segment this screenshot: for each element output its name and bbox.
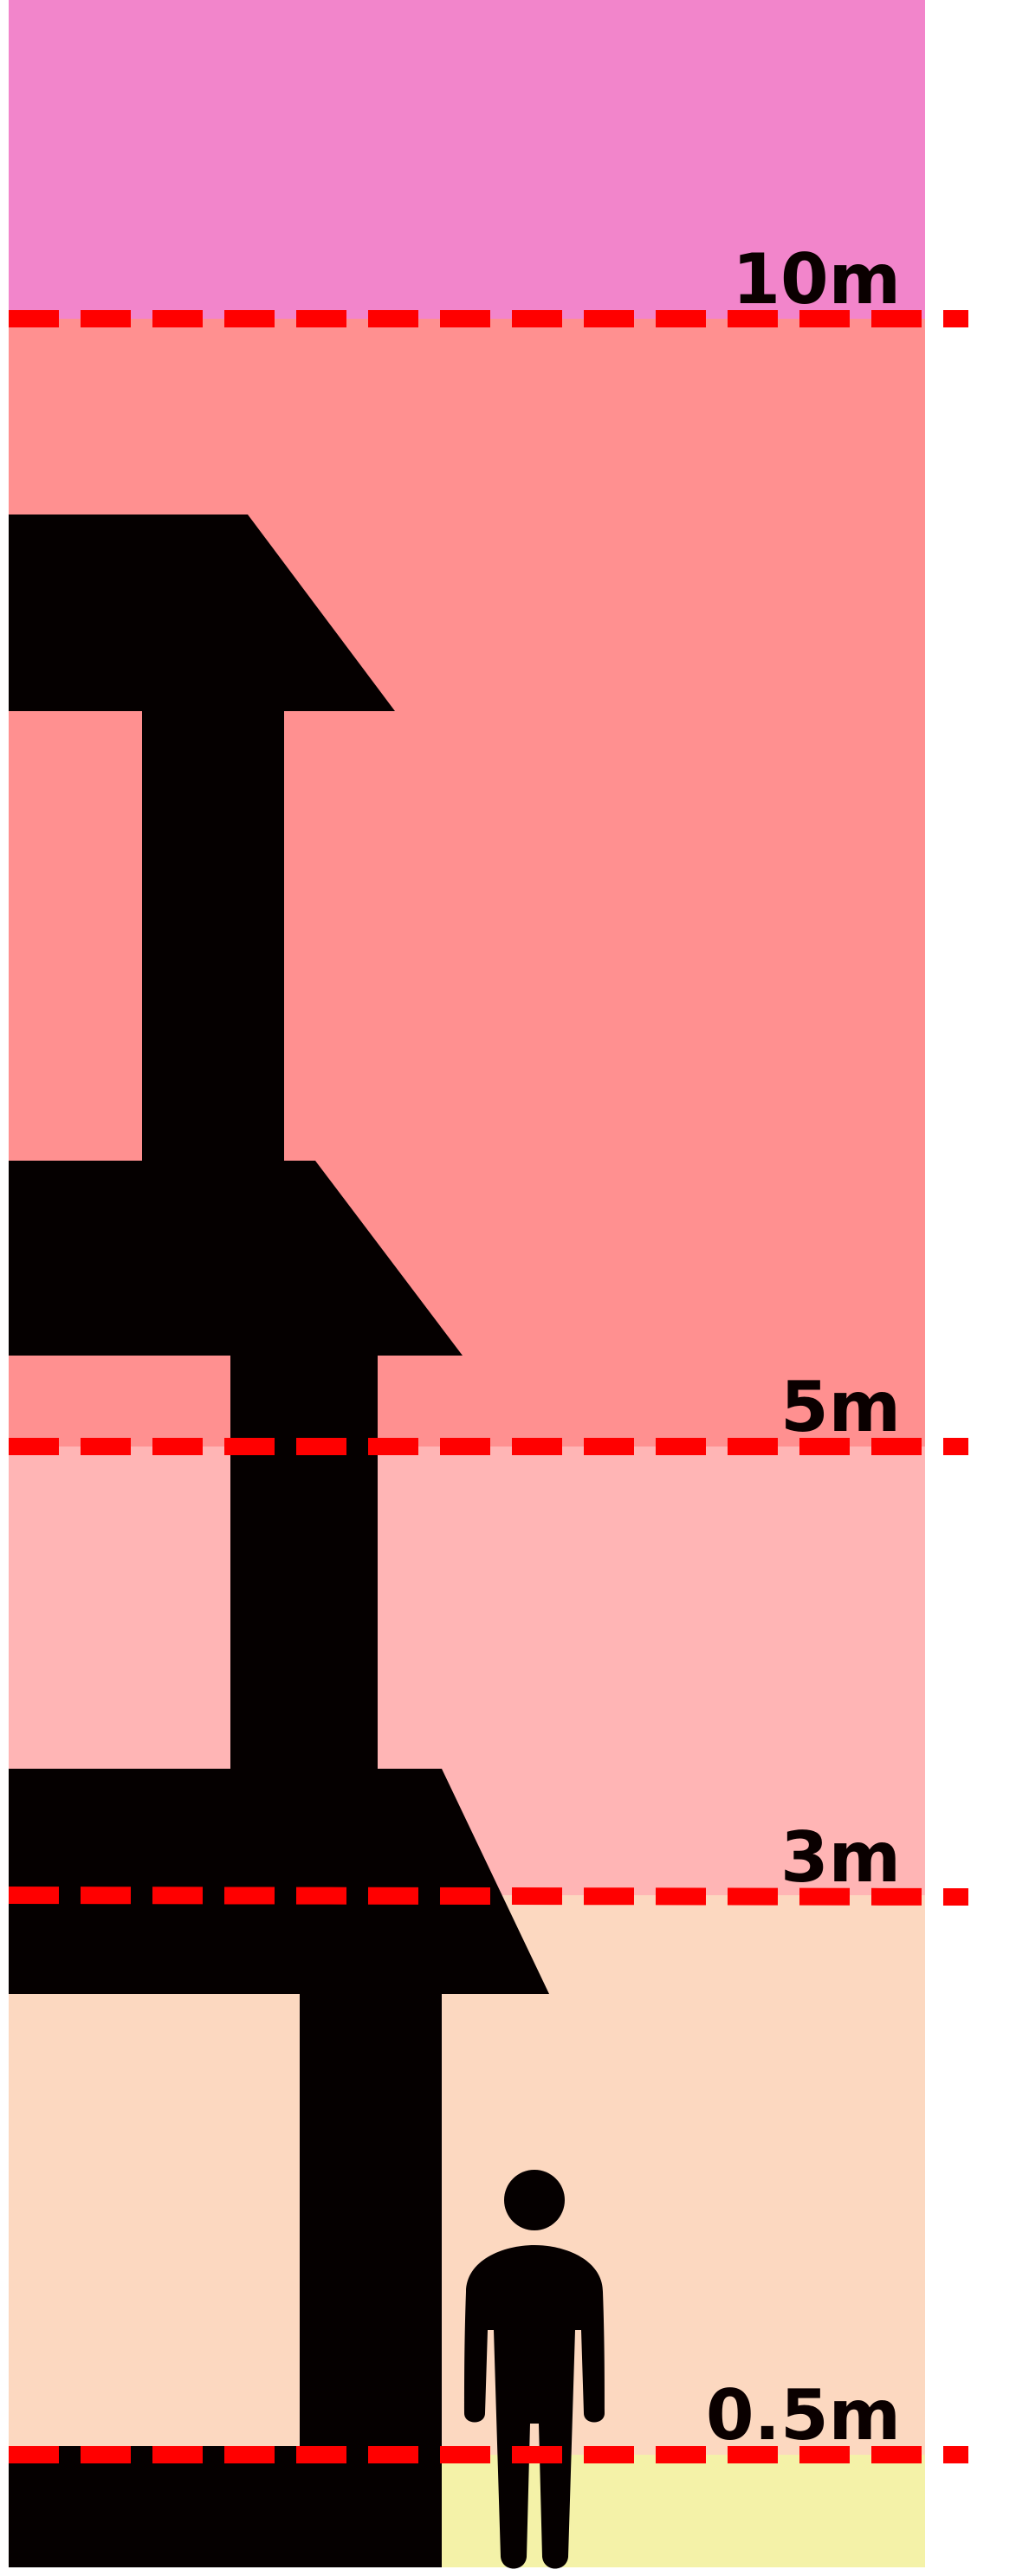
standing-person-icon	[464, 2170, 605, 2569]
depth-lines	[8, 310, 969, 2463]
band-above-10m	[9, 0, 925, 319]
label-0.5m: 0.5m	[706, 2375, 901, 2456]
label-10m: 10m	[732, 239, 901, 320]
label-5m: 5m	[780, 1367, 901, 1447]
depth-labels: 10m 5m 3m 0.5m	[706, 239, 901, 2456]
building-silhouette-icon	[9, 515, 549, 2567]
depth-line-3m	[8, 1887, 969, 1906]
label-3m: 3m	[780, 1817, 901, 1898]
